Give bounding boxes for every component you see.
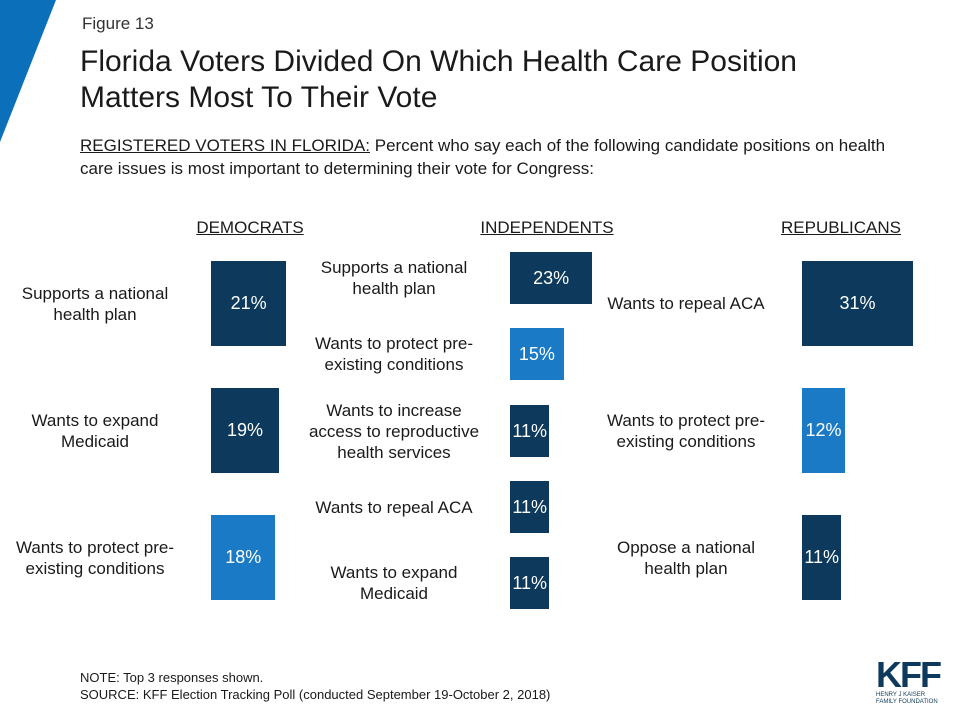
value-label: 12% — [805, 420, 842, 440]
category-label: Oppose a national health plan — [617, 537, 755, 578]
bar: 19% — [211, 388, 280, 473]
bar: 15% — [510, 328, 564, 380]
logo-subtitle: HENRY J KAISER FAMILY FOUNDATION — [876, 692, 938, 705]
category-label: Wants to protect pre- existing condition… — [314, 334, 474, 374]
value-label: 11% — [512, 420, 548, 441]
source: SOURCE: KFF Election Tracking Poll (cond… — [80, 687, 551, 702]
panel-title: DEMOCRATS — [196, 218, 304, 237]
bar: 11% — [510, 481, 550, 533]
bar: 11% — [510, 557, 550, 609]
category-label: Wants to expand Medicaid — [330, 563, 458, 603]
corner-accent — [0, 0, 56, 142]
category-label: Wants to protect pre- existing condition… — [15, 537, 175, 578]
value-label: 11% — [512, 496, 548, 517]
bar: 21% — [211, 261, 287, 346]
category-label: Wants to repeal ACA — [315, 497, 473, 517]
value-label: 15% — [518, 343, 555, 364]
category-label: Supports a national health plan — [21, 283, 169, 324]
value-label: 19% — [226, 420, 264, 440]
panel-title: REPUBLICANS — [781, 218, 901, 237]
value-label: 31% — [839, 293, 876, 313]
logo: KFF — [876, 654, 942, 695]
value-label: 18% — [225, 547, 262, 567]
figure-label: Figure 13 — [82, 14, 154, 33]
bar: 23% — [510, 252, 593, 304]
note: NOTE: Top 3 responses shown. — [80, 670, 264, 685]
bar: 11% — [802, 515, 842, 600]
corner-triangle — [0, 0, 56, 142]
value-label: 11% — [512, 572, 548, 593]
value-label: 23% — [533, 267, 570, 288]
subtitle-lead: REGISTERED VOTERS IN FLORIDA: — [80, 136, 370, 155]
panel-title: INDEPENDENTS — [480, 218, 614, 237]
value-label: 11% — [804, 547, 840, 567]
bar: 11% — [510, 405, 550, 457]
bar: 12% — [802, 388, 845, 473]
bar: 31% — [802, 261, 913, 346]
chart-title: Florida Voters Divided On Which Health C… — [80, 45, 797, 114]
value-label: 21% — [230, 293, 267, 313]
bar: 18% — [211, 515, 276, 600]
category-label: Supports a national health plan — [320, 258, 468, 298]
category-label: Wants to increase access to reproductive… — [308, 400, 480, 462]
category-label: Wants to expand Medicaid — [31, 410, 159, 451]
subtitle: REGISTERED VOTERS IN FLORIDA: Percent wh… — [80, 134, 900, 180]
category-label: Wants to repeal ACA — [607, 294, 765, 313]
subtitle-text: Percent who say each of the following ca… — [80, 136, 886, 178]
category-label: Wants to protect pre- existing condition… — [606, 410, 766, 451]
